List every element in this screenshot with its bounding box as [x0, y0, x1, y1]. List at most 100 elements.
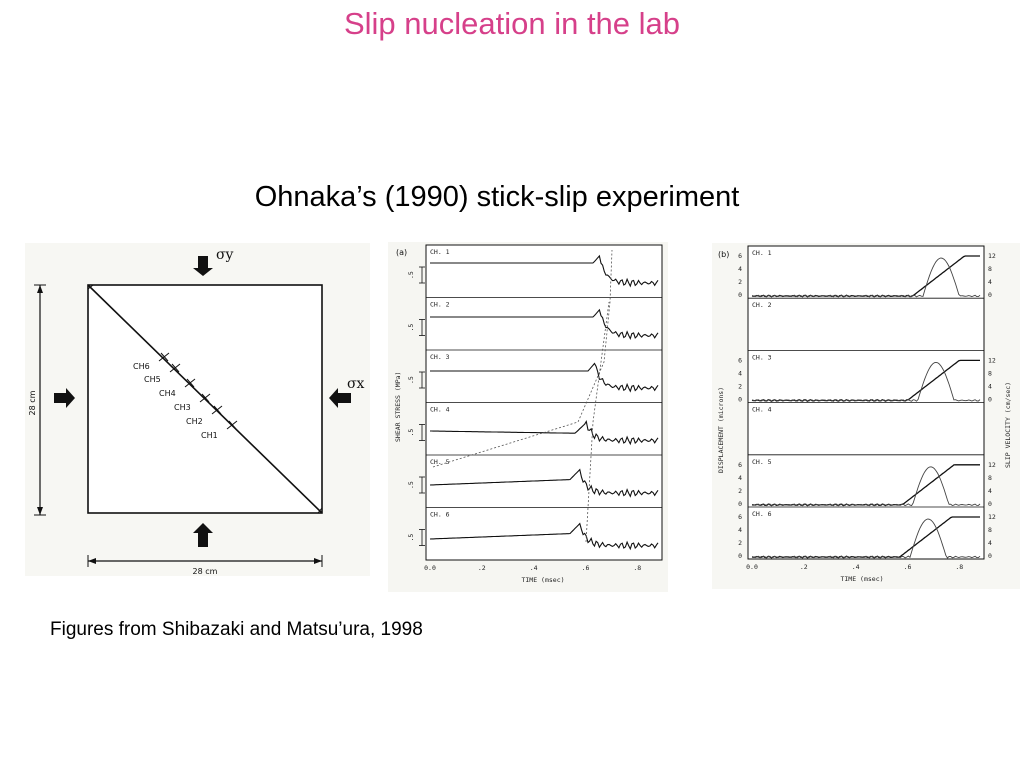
- channel-label-ch2: CH2: [186, 417, 203, 426]
- panel-b-disp-tick: 4: [738, 526, 742, 534]
- fault-line: [87, 284, 323, 514]
- panel-b-velocity-trace: [751, 257, 981, 298]
- panel-b-disp-tick: 2: [738, 382, 742, 390]
- panel-b-disp-tick: 0: [738, 552, 742, 560]
- panel-a-channel-label: CH. 6: [430, 511, 450, 519]
- panel-a-scale-label: .5: [407, 429, 415, 437]
- panel-a-label: (a): [396, 248, 407, 257]
- panel-a-channel-label: CH. 1: [430, 248, 450, 256]
- panel-a-svg: (a) SHEAR STRESS (MPa) TIME (msec) CH. 1…: [388, 242, 668, 592]
- panel-b-vel-tick: 8: [988, 474, 992, 482]
- panel-b-xtick-label: .2: [800, 563, 808, 571]
- channel-label-ch1: CH1: [201, 431, 218, 440]
- panel-b-disp-tick: 6: [738, 356, 742, 364]
- panel-b-disp-tick: 6: [738, 252, 742, 260]
- side-dimension-label: 28 cm: [28, 390, 37, 415]
- panel-b-xtick-label: .8: [955, 563, 963, 571]
- panel-b-vel-tick: 0: [988, 552, 992, 560]
- gauge-ch1: [226, 420, 238, 430]
- panel-b-velocity-trace: [751, 466, 981, 507]
- panel-a-channel-label: CH. 3: [430, 353, 450, 361]
- panel-b-svg: (b) DISPLACEMENT (microns) SLIP VELOCITY…: [712, 243, 1020, 589]
- arrow-bottom: [193, 523, 213, 547]
- panel-b-vel-tick: 12: [988, 461, 996, 469]
- panel-b-velocity-trace: [751, 518, 981, 559]
- panel-b-disp-tick: 0: [738, 500, 742, 508]
- specimen-figure: σy σx 28 cm 28 cm CH6 CH5 CH4: [25, 243, 370, 576]
- panel-b-disp-tick: 2: [738, 539, 742, 547]
- panel-a-xtick-label: .6: [582, 564, 590, 572]
- panel-b-vel-tick: 4: [988, 382, 992, 390]
- slide-title: Slip nucleation in the lab: [343, 6, 681, 41]
- panel-b-vel-tick: 12: [988, 513, 996, 521]
- panel-b-disp-tick: 4: [738, 369, 742, 377]
- panel-b-vel-tick: 8: [988, 369, 992, 377]
- panel-a-scale-label: .5: [407, 324, 415, 332]
- panel-b-channel-label: CH. 1: [752, 249, 772, 257]
- panel-a-xtick-label: .8: [633, 564, 641, 572]
- panel-a-xtick-label: 0.0: [424, 564, 436, 572]
- gauge-ch3: [199, 393, 211, 403]
- panel-a-scale-label: .5: [407, 481, 415, 489]
- arrow-left: [54, 388, 75, 408]
- panel-a-xtick-label: .2: [478, 564, 486, 572]
- specimen-svg: σy σx 28 cm 28 cm CH6 CH5 CH4: [25, 243, 370, 576]
- channel-label-ch3: CH3: [174, 403, 191, 412]
- panel-a-stress-trace: [430, 362, 659, 393]
- panel-b-channel-label: CH. 6: [752, 510, 772, 518]
- panel-b-channel-label: CH. 3: [752, 353, 772, 361]
- panel-b-disp-tick: 2: [738, 487, 742, 495]
- panel-b-vel-tick: 4: [988, 487, 992, 495]
- bottom-dimension-label: 28 cm: [193, 567, 218, 576]
- panel-b-disp-tick: 4: [738, 474, 742, 482]
- panel-b-ylabel-right: SLIP VELOCITY (cm/sec): [1004, 382, 1012, 468]
- slide-subtitle: Ohnaka’s (1990) stick-slip experiment: [254, 181, 740, 213]
- gauge-ch6: [158, 352, 170, 362]
- panel-b-figure: (b) DISPLACEMENT (microns) SLIP VELOCITY…: [712, 243, 1020, 589]
- panel-b-disp-tick: 2: [738, 278, 742, 286]
- panel-b-label: (b): [718, 250, 729, 259]
- arrow-right: [329, 388, 351, 408]
- panel-b-vel-tick: 0: [988, 500, 992, 508]
- panel-b-xlabel: TIME (msec): [840, 575, 883, 583]
- panel-b-vel-tick: 12: [988, 252, 996, 260]
- channel-label-ch5: CH5: [144, 375, 161, 384]
- panel-a-stress-trace: [430, 254, 659, 288]
- panel-b-channel-label: CH. 2: [752, 301, 772, 309]
- panel-a-channel-label: CH. 5: [430, 458, 450, 466]
- panel-b-disp-tick: 0: [738, 395, 742, 403]
- gauge-ch2: [211, 405, 223, 415]
- panel-b-vel-tick: 4: [988, 278, 992, 286]
- panel-b-ylabel-left: DISPLACEMENT (microns): [717, 387, 725, 473]
- panel-a-stress-trace: [429, 522, 659, 551]
- gauge-ch4: [184, 378, 196, 388]
- panel-b-velocity-trace: [751, 361, 981, 402]
- panel-b-xtick-label: 0.0: [746, 563, 758, 571]
- panel-b-vel-tick: 8: [988, 526, 992, 534]
- panel-a-channel-label: CH. 4: [430, 406, 450, 414]
- panel-a-scale-label: .5: [407, 376, 415, 384]
- channel-label-ch6: CH6: [133, 362, 150, 371]
- panel-a-xtick-label: .4: [530, 564, 538, 572]
- panel-b-xtick-label: .6: [904, 563, 912, 571]
- panel-a-stress-trace: [430, 308, 659, 341]
- panel-b-vel-tick: 12: [988, 356, 996, 364]
- panel-b-channel-label: CH. 4: [752, 406, 772, 414]
- panel-a-scale-label: .5: [407, 271, 415, 279]
- sigma-y-label: σy: [216, 247, 234, 263]
- panel-b-xtick-label: .4: [852, 563, 860, 571]
- panel-a-channel-label: CH. 2: [430, 301, 450, 309]
- channel-label-ch4: CH4: [159, 389, 176, 398]
- panel-a-propagation-front: [432, 249, 613, 468]
- panel-b-channel-label: CH. 5: [752, 458, 772, 466]
- panel-b-vel-tick: 8: [988, 265, 992, 273]
- figure-caption: Figures from Shibazaki and Matsu’ura, 19…: [50, 619, 423, 640]
- panel-a-scale-label: .5: [407, 534, 415, 542]
- panel-a-propagation-rear: [585, 301, 610, 543]
- panel-b-vel-tick: 0: [988, 395, 992, 403]
- panel-b-disp-tick: 6: [738, 513, 742, 521]
- sigma-x-label: σx: [347, 376, 365, 392]
- panel-a-figure: (a) SHEAR STRESS (MPa) TIME (msec) CH. 1…: [388, 242, 668, 592]
- panel-a-xlabel: TIME (msec): [521, 576, 564, 584]
